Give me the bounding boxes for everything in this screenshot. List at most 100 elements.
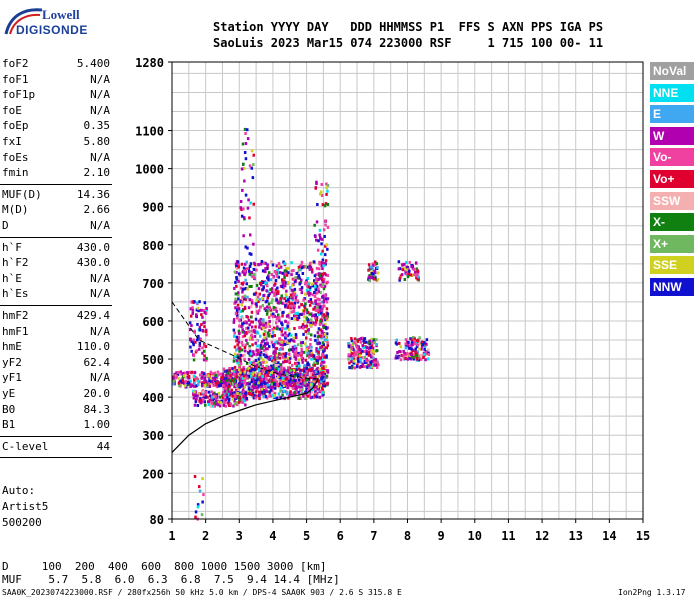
echo-point xyxy=(316,361,319,365)
echo-point xyxy=(275,396,279,400)
echo-point xyxy=(365,357,368,361)
echo-point xyxy=(268,319,271,323)
echo-point xyxy=(416,277,419,281)
echo-point xyxy=(404,346,408,350)
echo-point xyxy=(209,381,212,385)
echo-point xyxy=(353,353,356,357)
param-row-fmin: fmin 2.10 xyxy=(2,166,110,181)
echo-point xyxy=(241,335,245,339)
echo-point xyxy=(246,295,249,299)
echo-point xyxy=(271,312,275,316)
echo-point xyxy=(237,265,240,269)
echo-point xyxy=(361,365,364,368)
param-row-mufd: MUF(D) 14.36 xyxy=(2,188,110,203)
echo-point xyxy=(410,341,414,345)
echo-point xyxy=(280,339,284,343)
echo-point xyxy=(202,349,206,353)
echo-point xyxy=(326,381,329,385)
echo-point xyxy=(280,347,283,350)
y-tick-label: 1280 xyxy=(135,56,164,70)
echo-point xyxy=(409,273,413,277)
echo-point xyxy=(207,400,210,404)
echo-point xyxy=(253,380,256,384)
echo-point xyxy=(252,202,255,206)
echo-point xyxy=(277,261,281,265)
echo-point xyxy=(404,357,407,360)
legend-item-vo: Vo- xyxy=(650,148,694,167)
echo-point xyxy=(353,337,357,341)
echo-point xyxy=(317,350,320,354)
echo-point xyxy=(361,344,364,347)
echo-point xyxy=(257,383,260,387)
echo-point xyxy=(233,352,237,356)
echo-point xyxy=(227,392,230,396)
echo-point xyxy=(290,261,293,265)
param-separator xyxy=(0,435,112,437)
param-name: C-level xyxy=(2,439,49,453)
echo-point xyxy=(277,375,280,379)
echo-point xyxy=(225,383,228,387)
echo-point xyxy=(241,328,244,332)
echo-point xyxy=(273,293,276,297)
echo-point xyxy=(314,316,317,320)
echo-point xyxy=(307,368,311,372)
echo-point xyxy=(266,385,270,389)
echo-point xyxy=(238,319,241,323)
echo-point xyxy=(240,340,244,344)
echo-point xyxy=(264,387,268,391)
echo-point xyxy=(199,373,202,377)
param-separator xyxy=(0,236,112,238)
echo-point xyxy=(209,404,212,408)
echo-point xyxy=(256,374,259,378)
echo-point xyxy=(257,381,260,385)
echo-point xyxy=(301,378,304,382)
echo-point xyxy=(325,186,328,190)
echo-point xyxy=(311,388,314,391)
echo-point xyxy=(257,319,261,323)
echo-point xyxy=(280,333,283,337)
echo-point xyxy=(198,489,202,493)
echo-point xyxy=(277,365,281,369)
echo-point xyxy=(266,331,270,335)
echo-point xyxy=(307,386,310,390)
echo-point xyxy=(321,203,325,207)
echo-point xyxy=(243,179,246,183)
echo-point xyxy=(323,332,327,336)
echo-point xyxy=(203,301,207,305)
echo-point xyxy=(293,391,296,395)
y-tick-label: 600 xyxy=(142,315,164,329)
echo-point xyxy=(319,192,322,196)
param-row-hes: h`Es N/A xyxy=(2,287,110,302)
echo-point xyxy=(301,382,304,386)
echo-point xyxy=(240,167,244,171)
echo-point xyxy=(406,357,409,361)
echo-point xyxy=(309,373,312,377)
echo-point xyxy=(254,317,258,321)
echo-point xyxy=(258,325,261,329)
echo-point xyxy=(318,373,322,377)
echo-point xyxy=(218,395,222,399)
echo-point xyxy=(262,383,265,387)
echo-point xyxy=(305,388,308,391)
param-value: 44 xyxy=(96,439,110,453)
echo-point xyxy=(421,340,424,344)
echo-point xyxy=(293,301,297,305)
echo-point xyxy=(317,308,320,312)
echo-point xyxy=(280,369,283,373)
echo-point xyxy=(252,396,256,400)
echo-point xyxy=(316,203,319,206)
echo-point xyxy=(310,282,314,286)
echo-point xyxy=(270,382,273,386)
echo-point xyxy=(289,390,292,394)
echo-point xyxy=(218,381,221,385)
echo-point xyxy=(304,282,307,286)
echo-point xyxy=(316,387,319,391)
echo-point xyxy=(375,343,378,346)
echo-point xyxy=(222,398,226,402)
echo-point xyxy=(317,287,320,291)
echo-point xyxy=(240,348,244,352)
echo-point xyxy=(248,265,252,268)
echo-point xyxy=(227,374,230,378)
echo-point xyxy=(261,360,264,364)
param-name: foEs xyxy=(2,150,29,164)
